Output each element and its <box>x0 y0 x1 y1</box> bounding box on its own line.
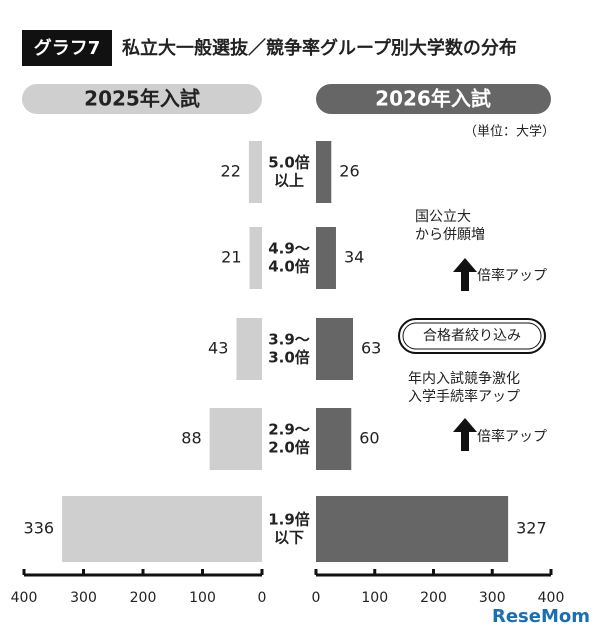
x-tick-label: 200 <box>130 590 157 606</box>
x-tick-label: 200 <box>420 590 447 606</box>
x-tick-label: 400 <box>538 590 565 606</box>
category-label: 5.0倍 <box>268 154 310 172</box>
bar <box>62 496 262 562</box>
category-label: 2.9〜 <box>268 421 310 439</box>
value-label: 336 <box>24 519 55 538</box>
value-label: 26 <box>339 162 359 181</box>
bar <box>316 496 509 562</box>
arrow <box>453 258 477 291</box>
value-label: 60 <box>359 429 379 448</box>
category-label: 3.0倍 <box>268 349 310 367</box>
x-tick-label: 100 <box>361 590 388 606</box>
annotation: 国公立大 <box>415 209 471 225</box>
category-label: 4.9〜 <box>268 240 310 258</box>
category-label: 以下 <box>274 529 304 547</box>
value-label: 63 <box>361 339 381 358</box>
annotation: 合格者絞り込み <box>423 328 521 344</box>
x-tick-label: 400 <box>11 590 38 606</box>
annotation: 入学手続率アップ <box>408 388 520 405</box>
x-tick-label: 300 <box>479 590 506 606</box>
x-tick-label: 0 <box>258 590 267 606</box>
category-label: 4.0倍 <box>268 258 310 276</box>
value-label: 327 <box>516 519 547 538</box>
annotation: 倍率アップ <box>477 428 547 445</box>
annotation: から併願増 <box>415 227 485 243</box>
value-label: 34 <box>344 248 364 267</box>
x-tick-label: 300 <box>70 590 97 606</box>
bar <box>316 318 354 380</box>
bar <box>248 141 262 203</box>
unit: （単位：大学） <box>464 124 555 140</box>
category-label: 2.0倍 <box>268 439 310 457</box>
value-label: 88 <box>181 429 201 448</box>
bar <box>316 408 352 470</box>
annotation-box <box>398 318 546 354</box>
category-label: 1.9倍 <box>268 511 310 529</box>
value-label: 22 <box>221 162 241 181</box>
watermark: ReseMom <box>492 606 590 627</box>
bar <box>236 318 262 380</box>
x-tick-label: 0 <box>312 590 321 606</box>
bar <box>249 227 262 289</box>
value-label: 43 <box>208 339 228 358</box>
legend-pill <box>316 84 551 114</box>
badge-box <box>22 30 112 66</box>
legend-pill <box>22 84 262 114</box>
arrow <box>453 418 477 451</box>
category-label: 以上 <box>274 172 304 190</box>
annotation-box-inner <box>402 322 542 350</box>
legend-label: 2025年入試 <box>84 87 200 111</box>
annotation: 倍率アップ <box>477 267 547 284</box>
legend-label: 2026年入試 <box>375 87 491 111</box>
chart-title: 私立大一般選抜／競争率グループ別大学数の分布 <box>122 37 517 59</box>
value-label: 21 <box>221 248 241 267</box>
annotation: 年内入試競争激化 <box>408 370 520 387</box>
category-label: 3.9〜 <box>268 331 310 349</box>
bar <box>209 408 262 470</box>
bar <box>316 227 336 289</box>
bar <box>316 141 332 203</box>
x-tick-label: 100 <box>189 590 216 606</box>
badge: グラフ7 <box>34 37 101 59</box>
